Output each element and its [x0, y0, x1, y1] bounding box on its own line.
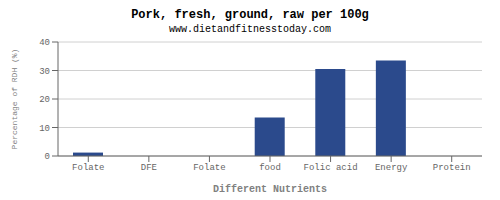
svg-text:40: 40: [39, 38, 50, 48]
svg-text:30: 30: [39, 67, 50, 77]
svg-text:Folate: Folate: [72, 163, 104, 173]
svg-text:Folic acid: Folic acid: [304, 163, 358, 173]
html-text:Pork, fresh, ground, raw per 1: Pork, fresh, ground, raw per 100g: [131, 8, 369, 22]
svg-text:0: 0: [45, 152, 50, 162]
svg-text:10: 10: [39, 124, 50, 134]
svg-text:food: food: [259, 163, 281, 173]
svg-text:Percentage of RDH (%): Percentage of RDH (%): [10, 49, 19, 150]
svg-text:20: 20: [39, 95, 50, 105]
svg-text:Folate: Folate: [193, 163, 225, 173]
svg-text:DFE: DFE: [141, 163, 157, 173]
html-text:www.dietandfitnesstoday.com: www.dietandfitnesstoday.com: [169, 24, 331, 35]
svg-text:Energy: Energy: [375, 163, 408, 173]
svg-text:Protein: Protein: [433, 163, 471, 173]
svg-text:Different Nutrients: Different Nutrients: [213, 184, 327, 192]
